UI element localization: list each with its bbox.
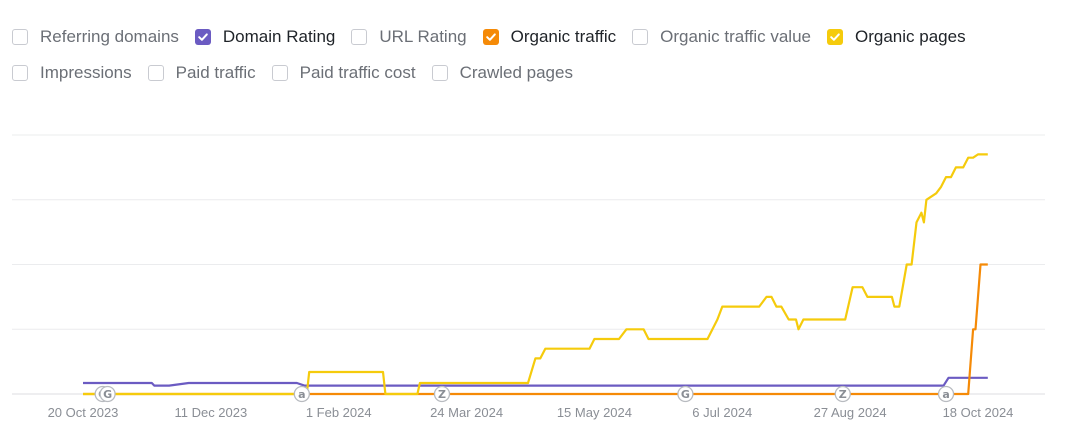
legend-item-referring-domains[interactable]: Referring domains	[12, 27, 179, 47]
legend-item-url-rating[interactable]: URL Rating	[351, 27, 467, 47]
legend-label: Impressions	[40, 63, 132, 82]
legend-item-organic-pages[interactable]: Organic pages	[827, 27, 966, 47]
annotation-marker[interactable]	[677, 385, 694, 403]
checkbox-icon[interactable]	[147, 65, 164, 81]
legend-row-1: Referring domains Domain Rating URL Rati…	[12, 24, 1012, 50]
annotation-label: Z	[839, 388, 847, 401]
annotation-marker[interactable]	[937, 385, 955, 403]
x-tick-label: 20 Oct 2023	[48, 405, 119, 420]
annotation-label: a	[942, 388, 949, 401]
annotation-label: Z	[438, 388, 446, 401]
check-icon[interactable]	[194, 29, 211, 45]
check-icon[interactable]	[827, 29, 843, 45]
legend-label: Organic pages	[855, 27, 966, 46]
legend-label: Domain Rating	[222, 27, 336, 46]
legend-label: Organic traffic	[510, 27, 617, 46]
legend-item-crawled-pages[interactable]: Crawled pages	[431, 63, 573, 83]
checkbox-icon[interactable]	[632, 29, 649, 45]
checkbox-icon[interactable]	[271, 65, 288, 81]
legend-label: Crawled pages	[459, 63, 573, 82]
legend-label: Paid traffic cost	[299, 63, 416, 82]
annotation-label: a	[298, 388, 305, 401]
legend-item-paid-traffic-cost[interactable]: Paid traffic cost	[271, 63, 416, 83]
x-tick-label: 27 Aug 2024	[814, 405, 887, 420]
legend-row-2: Impressions Paid traffic Paid traffic co…	[12, 60, 1012, 86]
x-tick-label: 11 Dec 2023	[174, 405, 247, 420]
x-tick-label: 24 Mar 2024	[430, 405, 503, 420]
legend-item-organic-traffic-value[interactable]: Organic traffic value	[632, 27, 811, 47]
legend-label: Organic traffic value	[660, 27, 811, 46]
legend-item-organic-traffic[interactable]: Organic traffic	[482, 27, 617, 47]
annotation-marker[interactable]	[433, 385, 451, 403]
annotation-marker[interactable]	[834, 385, 851, 403]
series-line-organic-traffic[interactable]	[83, 263, 988, 396]
legend-item-impressions[interactable]: Impressions	[12, 63, 132, 83]
legend-item-domain-rating[interactable]: Domain Rating	[194, 27, 336, 47]
checkbox-icon[interactable]	[351, 29, 368, 45]
series-line-organic-pages[interactable]	[83, 153, 988, 396]
annotation-marker[interactable]	[293, 385, 310, 403]
legend-label: Paid traffic	[175, 63, 256, 82]
legend: Referring domains Domain Rating URL Rati…	[12, 24, 1012, 96]
annotation-label: G	[103, 388, 112, 401]
checkbox-icon[interactable]	[12, 65, 28, 81]
x-tick-label: 1 Feb 2024	[306, 405, 372, 420]
legend-label: URL Rating	[379, 27, 467, 46]
x-tick-label: 15 May 2024	[557, 405, 632, 420]
annotation-marker[interactable]	[99, 385, 116, 403]
series-line-domain-rating[interactable]	[83, 376, 988, 387]
legend-item-paid-traffic[interactable]: Paid traffic	[147, 63, 256, 83]
checkbox-icon[interactable]	[12, 29, 28, 45]
x-tick-label: 6 Jul 2024	[692, 405, 752, 420]
x-tick-label: 18 Oct 2024	[943, 405, 1014, 420]
legend-label: Referring domains	[40, 27, 179, 46]
checkbox-icon[interactable]	[431, 65, 448, 81]
check-icon[interactable]	[482, 29, 499, 45]
annotation-label: G	[681, 388, 690, 401]
